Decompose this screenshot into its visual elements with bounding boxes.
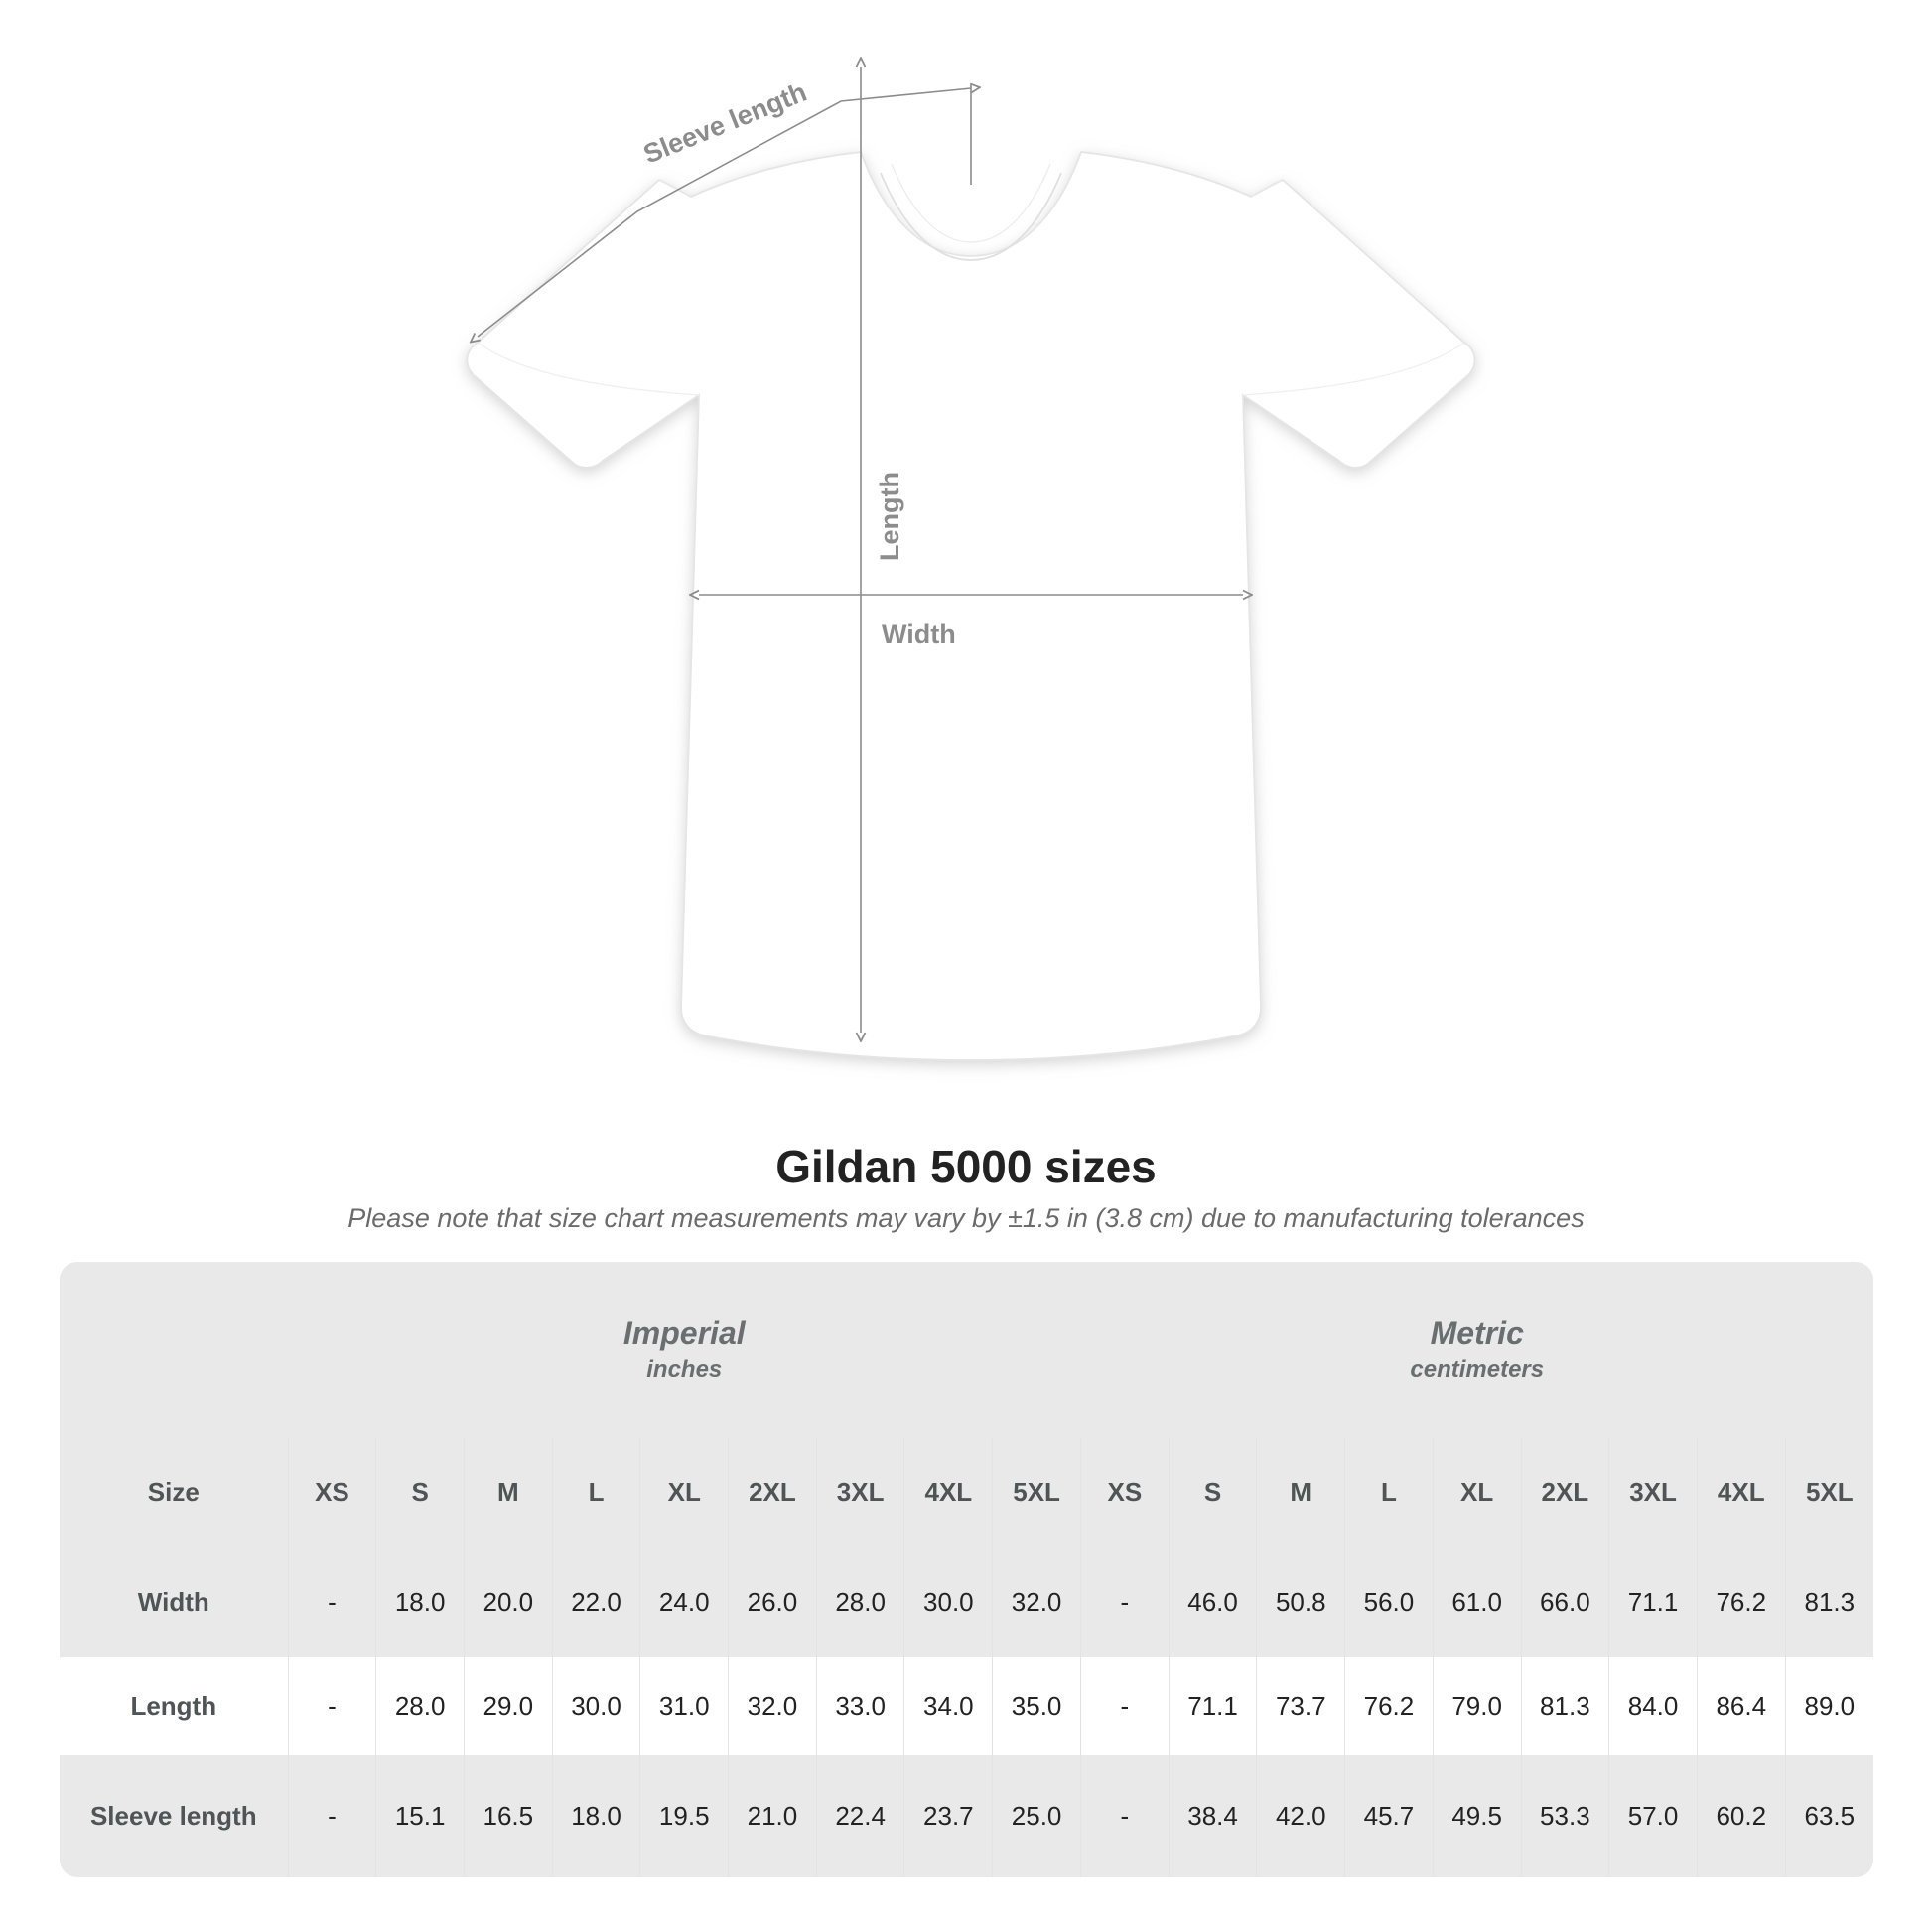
svg-text:Width: Width: [882, 620, 956, 649]
svg-text:Sleeve length: Sleeve length: [639, 77, 811, 170]
svg-text:Length: Length: [875, 472, 904, 561]
